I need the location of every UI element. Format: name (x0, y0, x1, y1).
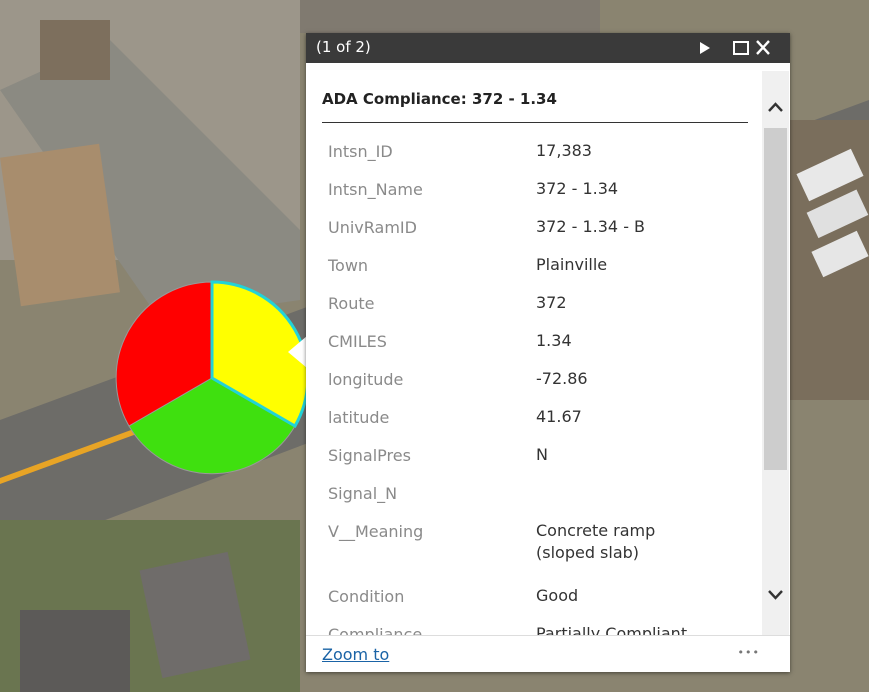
field-row: CMILES 1.34 (306, 323, 762, 361)
field-label: Compliance (328, 625, 422, 635)
popup-header: (1 of 2) (306, 33, 790, 63)
field-label: Intsn_Name (328, 180, 423, 199)
title-rule (322, 122, 748, 123)
field-list: Intsn_ID 17,383 Intsn_Name 372 - 1.34 UnivRa… (306, 133, 762, 635)
field-value: 1.34 (536, 330, 716, 352)
maximize-button[interactable] (734, 42, 748, 54)
field-row: Town Plainville (306, 247, 762, 285)
field-value: Plainville (536, 254, 716, 276)
field-value: 372 (536, 292, 716, 314)
field-label: longitude (328, 370, 403, 389)
field-row: Condition Good (306, 578, 762, 616)
popup-footer: Zoom to ••• (306, 635, 790, 673)
field-value: 41.67 (536, 406, 716, 428)
field-label: SignalPres (328, 446, 411, 465)
field-value: -72.86 (536, 368, 716, 390)
field-label: UnivRamID (328, 218, 417, 237)
next-button[interactable] (700, 42, 710, 54)
field-value: Partially Compliant (536, 623, 716, 635)
field-label: latitude (328, 408, 389, 427)
header-icons (690, 33, 790, 63)
pie-symbol[interactable] (116, 282, 308, 474)
popup-title: ADA Compliance: 372 - 1.34 (322, 90, 557, 108)
field-label: Signal_N (328, 484, 397, 503)
field-value: Good (536, 585, 716, 607)
field-label: Condition (328, 587, 404, 606)
field-row: latitude 41.67 (306, 399, 762, 437)
scrollbar[interactable] (762, 71, 789, 635)
field-value: Concrete ramp (sloped slab) (536, 520, 716, 564)
field-label: Route (328, 294, 374, 313)
field-row: Compliance Partially Compliant (306, 616, 762, 635)
page: (1 of 2) ADA Compliance: 372 - 1.34 Ints… (0, 0, 869, 692)
field-row: Intsn_Name 372 - 1.34 (306, 171, 762, 209)
field-row: longitude -72.86 (306, 361, 762, 399)
zoom-to-link[interactable]: Zoom to (322, 645, 389, 664)
field-label: V__Meaning (328, 522, 423, 541)
popup: (1 of 2) ADA Compliance: 372 - 1.34 Ints… (306, 33, 790, 672)
field-label: Intsn_ID (328, 142, 393, 161)
field-value: 17,383 (536, 140, 716, 162)
field-value: N (536, 444, 716, 466)
field-label: CMILES (328, 332, 387, 351)
pager: (1 of 2) (316, 38, 371, 56)
more-menu[interactable]: ••• (738, 646, 760, 659)
scroll-thumb[interactable] (764, 128, 787, 470)
field-value: 372 - 1.34 (536, 178, 716, 200)
field-label: Town (328, 256, 368, 275)
field-row: Signal_N (306, 475, 762, 513)
field-row: Route 372 (306, 285, 762, 323)
field-row: V__Meaning Concrete ramp (sloped slab) (306, 513, 762, 578)
field-value: 372 - 1.34 - B (536, 216, 716, 238)
field-row: UnivRamID 372 - 1.34 - B (306, 209, 762, 247)
field-row: SignalPres N (306, 437, 762, 475)
field-row: Intsn_ID 17,383 (306, 133, 762, 171)
close-button[interactable] (757, 41, 769, 54)
